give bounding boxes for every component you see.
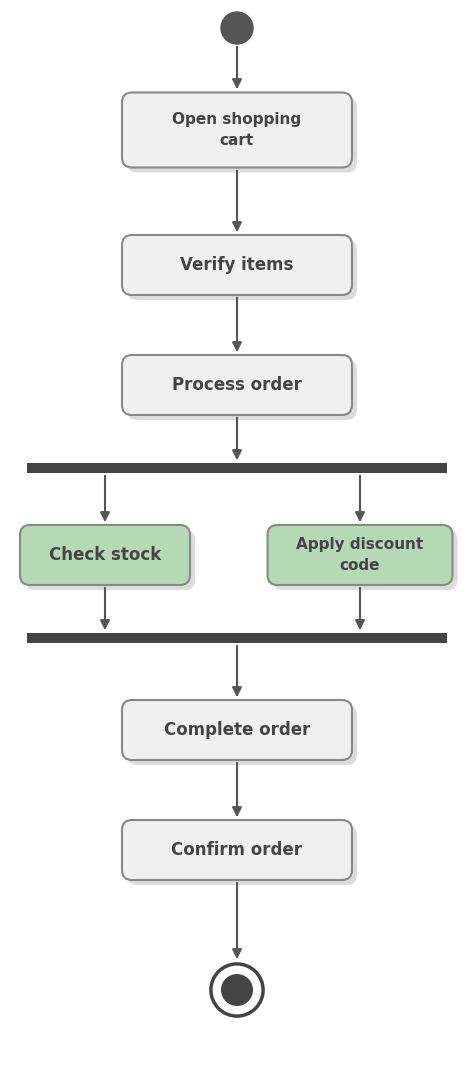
Text: Confirm order: Confirm order [172,841,302,860]
Text: Open shopping
cart: Open shopping cart [173,112,301,148]
FancyBboxPatch shape [273,530,457,590]
Text: Process order: Process order [172,376,302,394]
FancyBboxPatch shape [127,98,357,173]
FancyBboxPatch shape [127,360,357,420]
Text: Apply discount
code: Apply discount code [296,537,424,573]
FancyBboxPatch shape [20,526,190,585]
FancyBboxPatch shape [267,526,453,585]
FancyBboxPatch shape [27,463,447,473]
FancyBboxPatch shape [122,820,352,880]
FancyBboxPatch shape [127,240,357,300]
FancyBboxPatch shape [27,633,447,643]
Circle shape [211,964,263,1016]
Circle shape [222,975,252,1005]
Circle shape [221,12,253,44]
FancyBboxPatch shape [127,825,357,885]
Text: Verify items: Verify items [180,256,294,274]
Text: Complete order: Complete order [164,721,310,739]
FancyBboxPatch shape [127,705,357,765]
FancyBboxPatch shape [122,235,352,295]
Text: Check stock: Check stock [49,546,161,564]
FancyBboxPatch shape [122,700,352,761]
FancyBboxPatch shape [25,530,195,590]
FancyBboxPatch shape [122,92,352,168]
FancyBboxPatch shape [122,355,352,415]
